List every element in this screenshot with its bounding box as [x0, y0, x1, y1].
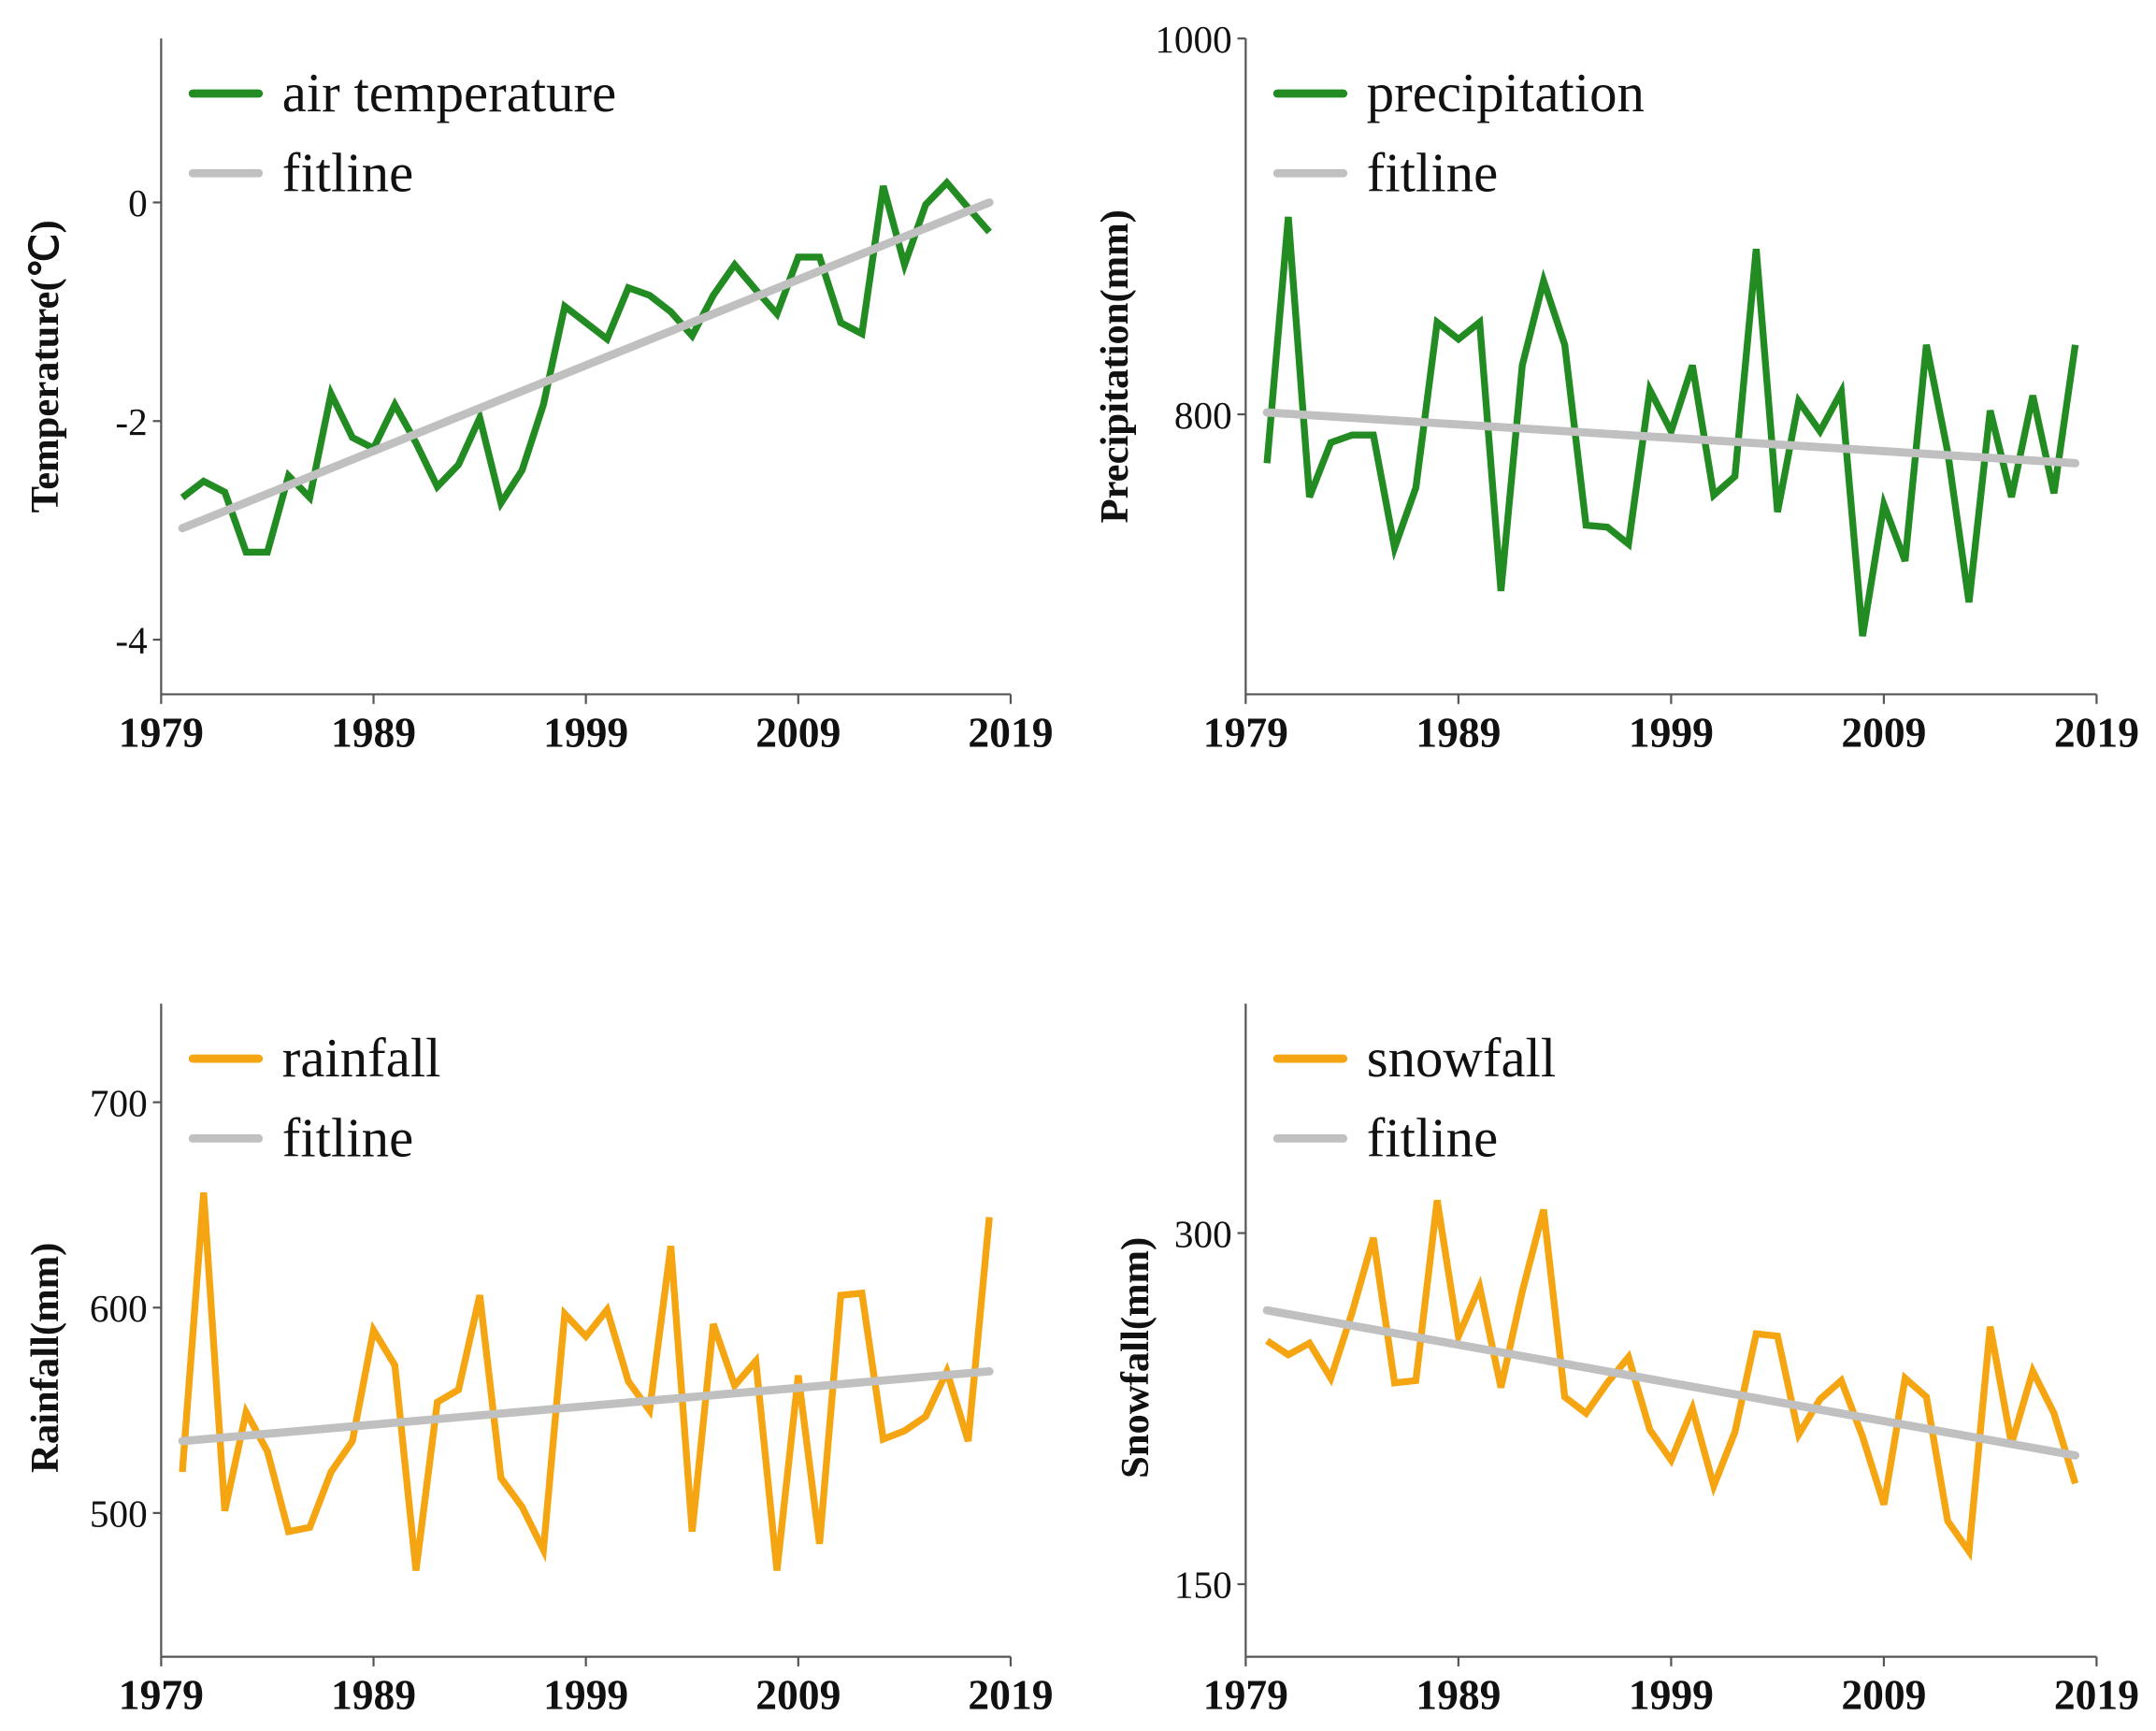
- y-tick-label: 300: [1174, 1212, 1232, 1255]
- legend-label: fitline: [282, 1107, 413, 1168]
- x-tick-label: 2019: [2054, 1670, 2139, 1718]
- x-tick-label: 1979: [1203, 708, 1288, 756]
- y-axis-label: Snowfall(mm): [1114, 1237, 1157, 1479]
- y-axis-label: Temperature(℃): [23, 220, 67, 512]
- chart-panel-0: 1979 1989 1999 2009 2019 0 -2 -4 Temperature(℃) a…: [23, 38, 1054, 756]
- legend: air temperature fitline: [188, 63, 616, 203]
- x-tick-label: 2009: [1841, 1670, 1926, 1718]
- y-tick-label: 800: [1174, 394, 1232, 437]
- x-tick-label: 1979: [119, 1670, 204, 1718]
- chart-panel-3: 1979 1989 1999 2009 2019 150 300 Snowfall(mm) sn…: [1114, 1003, 2139, 1718]
- x-tick-label: 1999: [1629, 1670, 1714, 1718]
- legend-label: snowfall: [1367, 1028, 1557, 1089]
- legend-label: fitline: [1367, 142, 1498, 203]
- x-tick-label: 1979: [1203, 1670, 1288, 1718]
- y-tick-label: 1000: [1155, 18, 1231, 61]
- x-tick-label: 2009: [755, 1670, 841, 1718]
- x-tick-label: 1989: [1416, 708, 1501, 756]
- chart-panel-2: 1979 1989 1999 2009 2019 500 600 700 Rainfall(mm…: [23, 1003, 1054, 1718]
- y-tick-label: -4: [115, 619, 147, 662]
- y-tick-label: 700: [90, 1081, 148, 1124]
- legend-label: precipitation: [1367, 63, 1645, 123]
- series-line-precipitation: [1263, 216, 2079, 637]
- legend: precipitation fitline: [1272, 63, 1645, 203]
- legend-label: rainfall: [282, 1028, 441, 1089]
- x-tick-label: 1989: [331, 708, 416, 756]
- legend-label: fitline: [282, 142, 413, 203]
- x-tick-label: 1989: [1416, 1670, 1501, 1718]
- chart-panel-1: 1979 1989 1999 2009 2019 800 1000 Precipitation…: [1093, 18, 2139, 756]
- x-tick-label: 2019: [968, 1670, 1053, 1718]
- y-tick-label: 600: [90, 1287, 148, 1330]
- series-line-snowfall: [1265, 1199, 2079, 1562]
- x-tick-label: 1999: [543, 708, 628, 756]
- x-tick-label: 2019: [2054, 708, 2139, 756]
- legend-label: fitline: [1367, 1107, 1498, 1168]
- y-axis-label: Rainfall(mm): [23, 1243, 67, 1473]
- x-tick-label: 1999: [1629, 708, 1714, 756]
- x-tick-label: 2019: [968, 708, 1053, 756]
- legend-label: air temperature: [282, 63, 616, 123]
- fitline: [1262, 1305, 2080, 1460]
- legend: snowfall fitline: [1272, 1028, 1557, 1168]
- x-tick-label: 1989: [331, 1670, 416, 1718]
- legend: rainfall fitline: [188, 1028, 441, 1168]
- x-tick-label: 1999: [543, 1670, 628, 1718]
- x-tick-label: 1979: [119, 708, 204, 756]
- x-tick-label: 2009: [755, 708, 841, 756]
- y-axis-label: Precipitation(mm): [1093, 209, 1137, 523]
- y-tick-label: -2: [115, 400, 147, 443]
- x-tick-label: 2009: [1841, 708, 1926, 756]
- fitline: [1262, 408, 2080, 468]
- y-tick-label: 0: [128, 181, 148, 224]
- y-tick-label: 500: [90, 1493, 148, 1536]
- fitline: [178, 1366, 994, 1446]
- y-tick-label: 150: [1174, 1564, 1232, 1607]
- fitline: [178, 198, 994, 533]
